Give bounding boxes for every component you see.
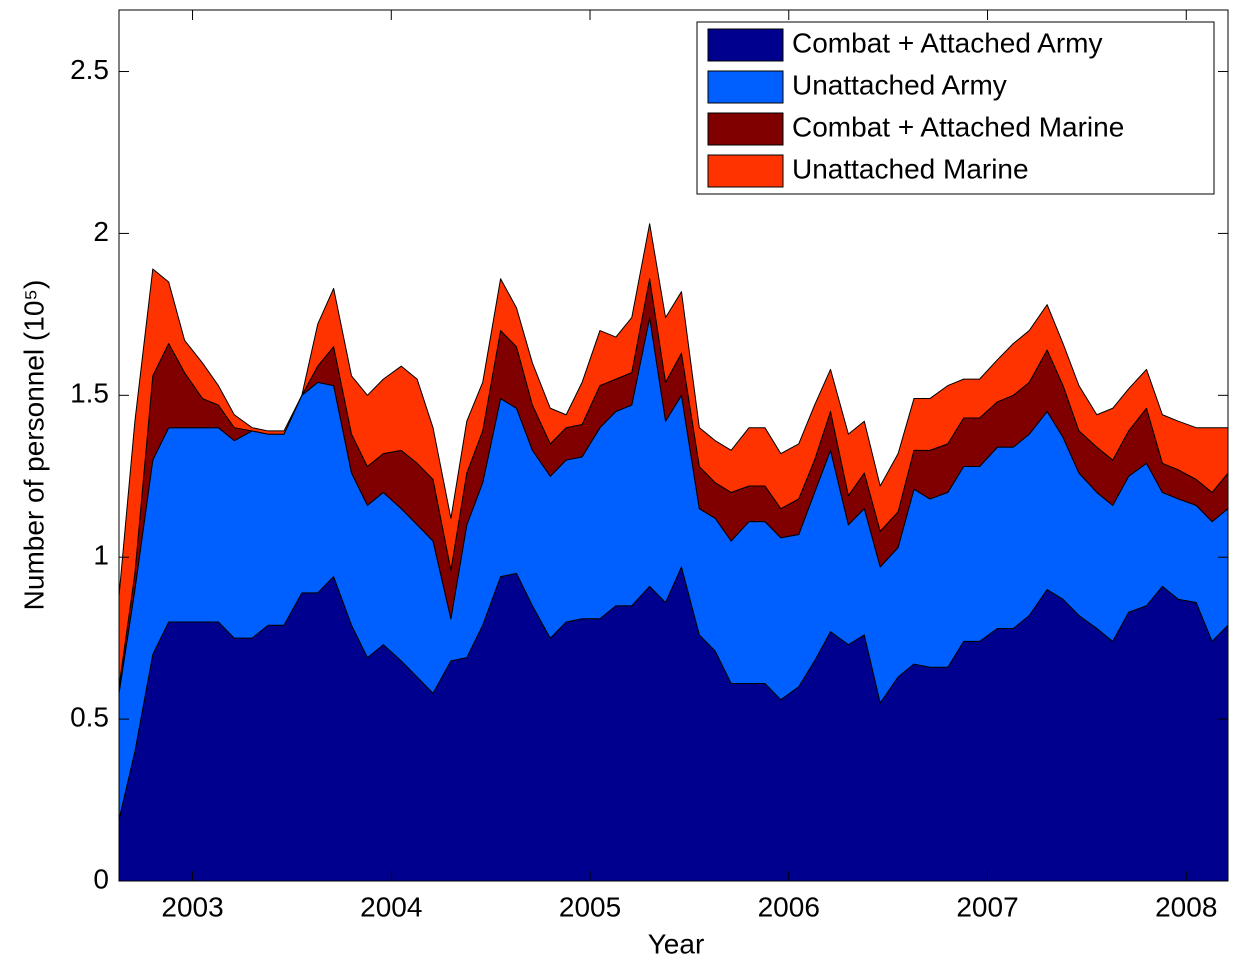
legend-swatch xyxy=(707,154,784,188)
x-tick-label: 2005 xyxy=(559,891,621,922)
legend-label: Unattached Marine xyxy=(792,153,1029,184)
x-tick-label: 2004 xyxy=(360,891,422,922)
y-tick-label: 2 xyxy=(93,216,109,247)
x-axis-label: Year xyxy=(648,928,705,959)
plot-frame xyxy=(118,9,1229,882)
y-tick-label: 1 xyxy=(93,540,109,571)
x-tick-label: 2007 xyxy=(956,891,1018,922)
y-tick-label: 2.5 xyxy=(70,54,109,85)
x-tick-label: 2003 xyxy=(161,891,223,922)
y-tick-label: 1.5 xyxy=(70,378,109,409)
y-tick-label: 0 xyxy=(93,863,109,894)
legend-label: Combat + Attached Marine xyxy=(792,111,1124,142)
y-tick-label: 0.5 xyxy=(70,701,109,732)
legend-label: Unattached Army xyxy=(792,69,1007,100)
legend-swatch xyxy=(707,70,784,104)
x-tick-label: 2008 xyxy=(1155,891,1217,922)
y-axis-label: Number of personnel (10⁵) xyxy=(18,280,49,611)
legend-swatch xyxy=(707,112,784,146)
legend-swatch xyxy=(707,28,784,62)
legend-label: Combat + Attached Army xyxy=(792,27,1103,58)
x-tick-label: 2006 xyxy=(758,891,820,922)
